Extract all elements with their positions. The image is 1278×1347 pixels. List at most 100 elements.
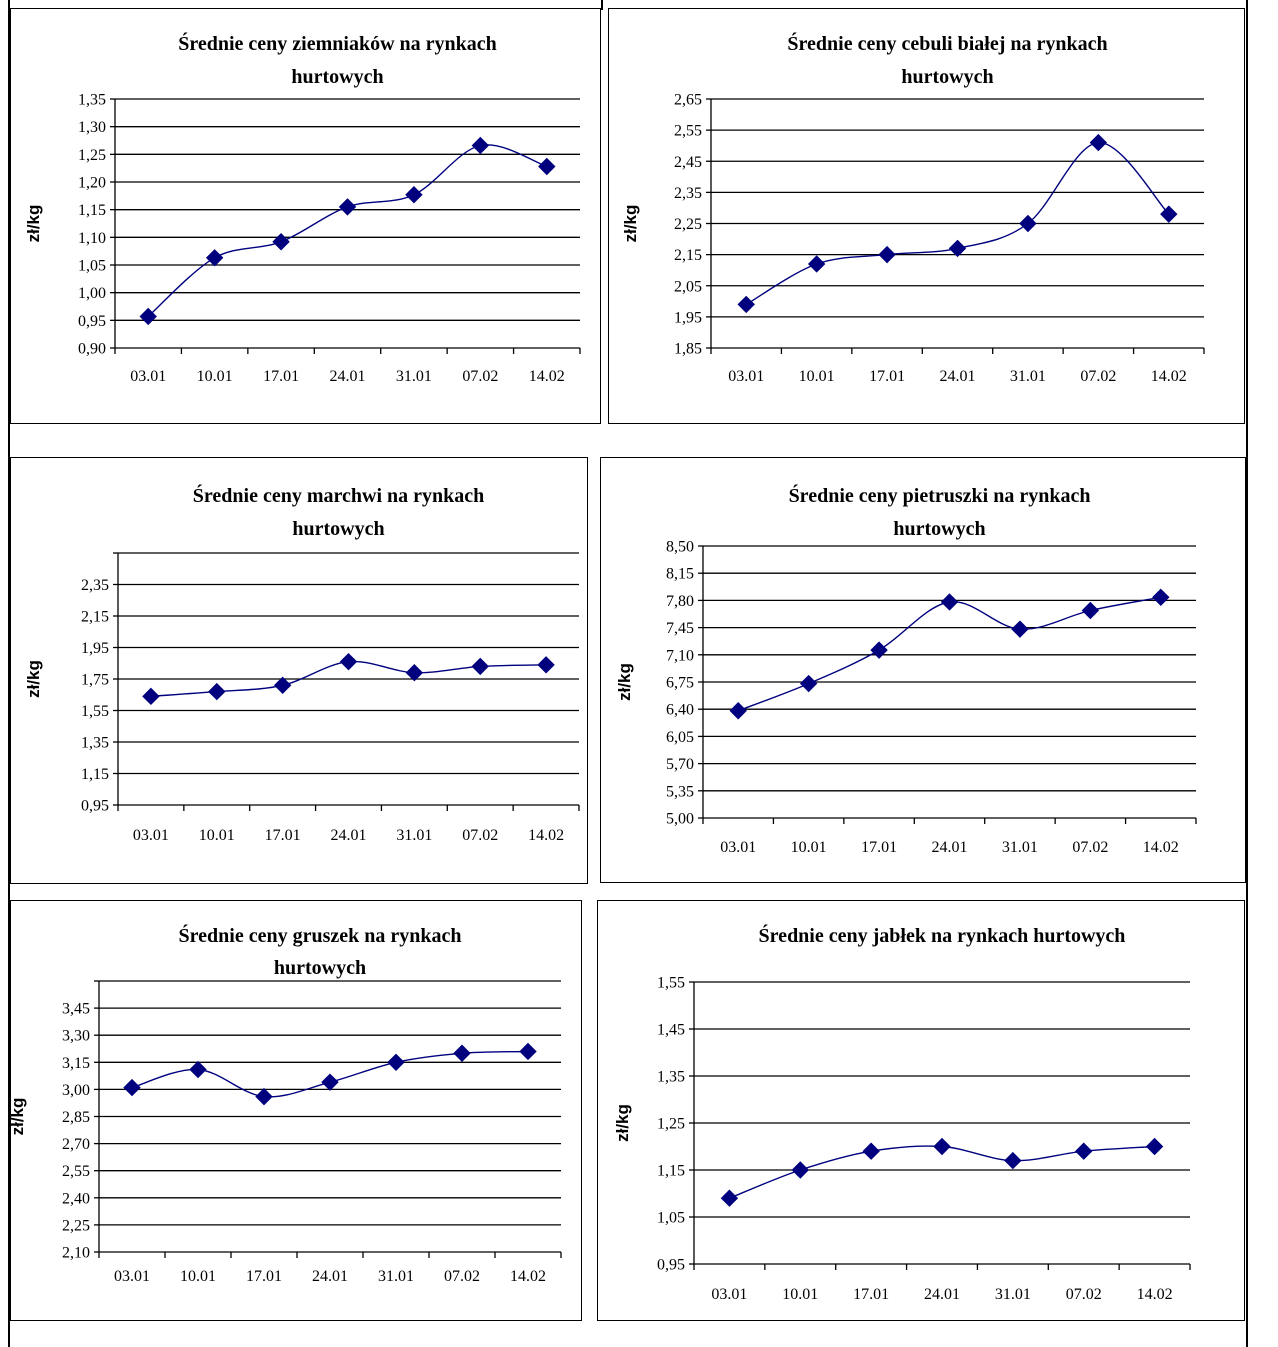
data-point-marker [519, 1042, 537, 1061]
data-point-marker [538, 157, 556, 176]
data-point-marker [862, 1142, 880, 1160]
x-tick-label: 24.01 [312, 1268, 348, 1285]
y-tick-label: 2,85 [62, 1109, 90, 1126]
data-point-marker [948, 239, 967, 258]
y-tick-label: 2,70 [62, 1136, 90, 1153]
chart-title-line: Średnie ceny pietruszki na rynkach [789, 483, 1091, 507]
y-tick-label: 2,25 [62, 1217, 90, 1234]
x-tick-label: 17.01 [263, 368, 299, 385]
x-tick-label: 31.01 [378, 1268, 414, 1285]
chart-svg: Średnie ceny jabłek na rynkach hurtowych… [613, 923, 1191, 1303]
data-point-marker [142, 687, 160, 706]
chart-cebula: Średnie ceny cebuli białej na rynkach hur… [608, 8, 1245, 424]
x-tick-label: 10.01 [799, 368, 835, 385]
y-axis-title: zł/kg [11, 1098, 27, 1136]
x-tick-label: 14.02 [1143, 839, 1179, 856]
y-axis-title: zł/kg [24, 205, 43, 243]
x-tick-label: 17.01 [246, 1268, 282, 1285]
page-center-rule [601, 0, 603, 10]
y-tick-label: 5,35 [666, 783, 694, 800]
x-tick-label: 31.01 [1010, 368, 1046, 385]
y-tick-label: 1,85 [674, 341, 702, 358]
y-tick-label: 3,00 [62, 1082, 90, 1099]
y-tick-label: 1,05 [657, 1210, 685, 1227]
data-point-marker [273, 676, 292, 695]
y-tick-label: 8,15 [666, 566, 694, 583]
y-axis-title: zł/kg [613, 1104, 632, 1142]
page-left-rule [8, 0, 10, 1347]
chart-ziemniaki: Średnie ceny ziemniaków na rynkach hurtow… [10, 8, 601, 424]
y-tick-label: 5,70 [666, 756, 694, 773]
data-point-marker [537, 656, 555, 674]
chart-svg: Średnie ceny marchwi na rynkach hurtowych… [24, 483, 580, 844]
x-tick-label: 10.01 [180, 1268, 216, 1285]
y-tick-label: 6,05 [666, 729, 694, 746]
data-point-marker [878, 245, 896, 264]
x-tick-label: 14.02 [1151, 368, 1187, 385]
y-tick-label: 2,55 [674, 123, 702, 140]
data-point-marker [1011, 620, 1029, 638]
y-tick-label: 1,95 [81, 640, 109, 657]
y-tick-label: 1,10 [78, 230, 106, 247]
chart-title-line: Średnie ceny ziemniaków na rynkach [178, 31, 497, 55]
y-tick-label: 1,15 [78, 202, 106, 219]
y-tick-label: 8,50 [666, 539, 694, 556]
data-point-marker [1160, 205, 1178, 223]
y-tick-label: 2,10 [62, 1245, 90, 1262]
chart-svg: Średnie ceny gruszek na rynkach hurtowych… [11, 923, 562, 1285]
data-point-marker [1145, 1137, 1164, 1156]
data-point-marker [729, 702, 747, 720]
data-point-marker [255, 1087, 273, 1106]
x-tick-label: 03.01 [720, 839, 756, 856]
y-axis-title: zł/kg [621, 205, 640, 243]
y-tick-label: 3,15 [62, 1055, 90, 1072]
chart-svg: Średnie ceny cebuli białej na rynkach hur… [621, 31, 1205, 385]
y-tick-label: 7,10 [666, 647, 694, 664]
y-tick-label: 2,05 [674, 278, 702, 295]
x-tick-label: 03.01 [130, 368, 166, 385]
chart-marchew: Średnie ceny marchwi na rynkach hurtowych… [10, 457, 588, 884]
chart-gruszki: Średnie ceny gruszek na rynkach hurtowych… [10, 900, 582, 1321]
y-tick-label: 2,15 [674, 247, 702, 264]
data-point-marker [1019, 214, 1037, 233]
data-point-marker [933, 1137, 951, 1156]
y-tick-label: 5,00 [666, 811, 694, 828]
y-tick-label: 0,95 [78, 313, 106, 330]
data-point-marker [940, 593, 959, 611]
y-tick-label: 1,35 [78, 92, 106, 109]
x-tick-label: 07.02 [1066, 1286, 1102, 1303]
y-tick-label: 1,25 [657, 1116, 685, 1133]
chart-title-line: hurtowych [893, 518, 985, 540]
x-tick-label: 14.02 [528, 827, 564, 844]
y-axis-title: zł/kg [615, 663, 634, 701]
y-tick-label: 3,45 [62, 1001, 90, 1018]
x-tick-label: 31.01 [995, 1286, 1031, 1303]
y-tick-label: 2,15 [81, 609, 109, 626]
y-tick-label: 1,45 [657, 1022, 685, 1039]
y-tick-label: 7,80 [666, 593, 694, 610]
y-tick-label: 1,35 [81, 735, 109, 752]
chart-title-line: hurtowych [274, 957, 366, 979]
chart-title-line: hurtowych [291, 66, 383, 88]
x-tick-label: 03.01 [133, 827, 169, 844]
data-point-marker [1075, 1142, 1093, 1160]
data-point-marker [321, 1073, 339, 1091]
y-tick-label: 1,20 [78, 175, 106, 192]
y-tick-label: 1,30 [78, 119, 106, 136]
data-point-marker [272, 233, 290, 251]
data-point-marker [405, 186, 423, 204]
chart-title-line: hurtowych [901, 66, 993, 88]
x-tick-label: 31.01 [396, 827, 432, 844]
data-point-marker [139, 307, 157, 326]
data-point-marker [791, 1161, 809, 1179]
x-tick-label: 24.01 [940, 368, 976, 385]
data-point-marker [807, 255, 826, 273]
data-point-marker [1081, 601, 1100, 620]
x-tick-label: 14.02 [510, 1268, 546, 1285]
data-point-marker [208, 682, 226, 701]
data-point-marker [1004, 1151, 1022, 1170]
x-tick-label: 14.02 [1137, 1286, 1173, 1303]
data-point-marker [453, 1044, 471, 1062]
data-point-marker [799, 674, 818, 693]
x-tick-label: 24.01 [330, 368, 366, 385]
